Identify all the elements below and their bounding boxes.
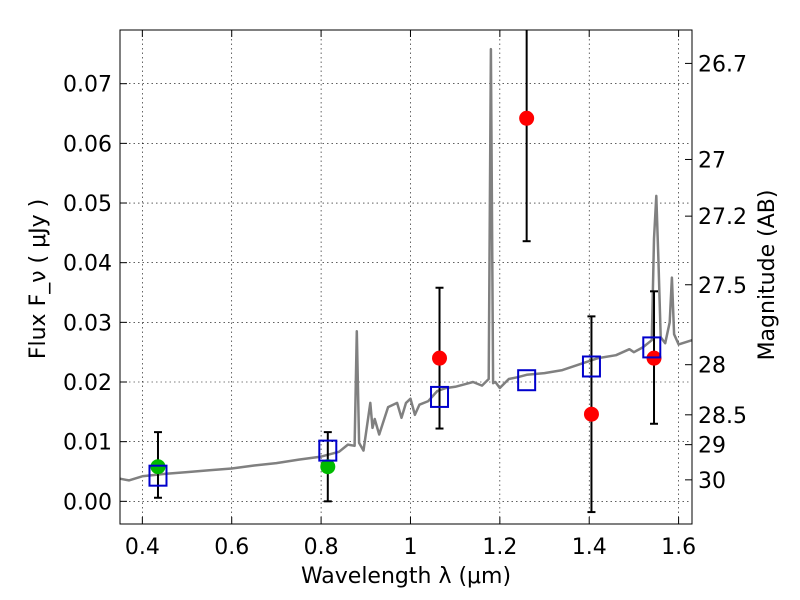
model-spectrum <box>119 47 693 482</box>
flux-point <box>519 110 535 126</box>
data-points <box>148 110 662 487</box>
error-bars <box>153 30 659 514</box>
x-tick-label: 1 <box>403 535 417 560</box>
x-axis-label: Wavelength λ (μm) <box>301 564 511 589</box>
model-spectrum-line <box>119 47 693 482</box>
model-box <box>148 464 168 487</box>
left-y-axis-label: Flux F_ν ( μJy ) <box>26 199 51 359</box>
right-tick-label: 28.5 <box>698 404 747 429</box>
flux-point <box>583 406 599 422</box>
x-tick-label: 0.8 <box>304 535 339 560</box>
model-box <box>517 369 537 392</box>
right-tick-label: 29 <box>698 434 726 459</box>
axis-ticks: 0.4 0.6 0.8 1 1.2 1.4 1.6 0.00 0.01 0.02 0.03 0.04 0… <box>63 30 747 560</box>
x-tick-label: 0.6 <box>214 535 249 560</box>
y-tick-label: 0.07 <box>63 73 112 98</box>
x-tick-label: 1.2 <box>482 535 517 560</box>
plot-frame <box>119 29 693 525</box>
x-tick-label: 1.6 <box>661 535 696 560</box>
model-box <box>581 355 601 378</box>
x-tick-label: 1.4 <box>572 535 607 560</box>
right-tick-label: 30 <box>698 469 726 494</box>
right-tick-label: 28 <box>698 354 726 379</box>
flux-point <box>150 459 166 475</box>
y-tick-label: 0.00 <box>63 490 112 515</box>
right-tick-label: 26.7 <box>698 52 747 77</box>
model-box <box>430 385 450 408</box>
y-tick-label: 0.05 <box>63 192 112 217</box>
x-tick-label: 0.4 <box>125 535 160 560</box>
y-tick-label: 0.03 <box>63 311 112 336</box>
right-tick-label: 27 <box>698 148 726 173</box>
flux-point <box>320 459 336 475</box>
model-box <box>318 439 338 462</box>
grid-lines <box>120 30 692 524</box>
model-box <box>642 336 662 359</box>
y-tick-label: 0.06 <box>63 132 112 157</box>
y-tick-label: 0.04 <box>63 252 112 277</box>
y-tick-label: 0.01 <box>63 431 112 456</box>
flux-point <box>432 350 448 366</box>
y-tick-label: 0.02 <box>63 371 112 396</box>
right-tick-label: 27.5 <box>698 274 747 299</box>
right-tick-label: 27.2 <box>698 205 747 230</box>
right-y-axis-label: Magnitude (AB) <box>755 190 780 361</box>
